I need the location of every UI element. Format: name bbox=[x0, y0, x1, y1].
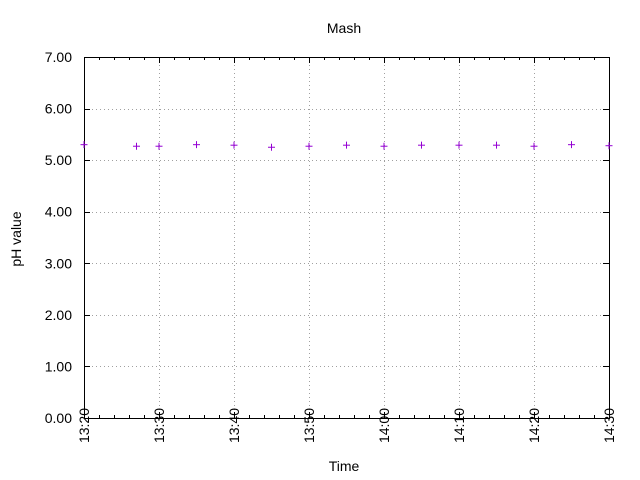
x-tick-label: 14:00 bbox=[376, 408, 392, 443]
data-point bbox=[305, 142, 313, 150]
x-tick-label: 14:10 bbox=[451, 408, 467, 443]
x-tick-label: 13:20 bbox=[76, 408, 92, 443]
data-point bbox=[568, 141, 575, 149]
x-tick-label: 13:50 bbox=[301, 408, 317, 443]
x-tick-label: 13:30 bbox=[151, 408, 167, 443]
plot-frame bbox=[84, 57, 610, 419]
data-point bbox=[605, 142, 613, 150]
y-tick-label: 5.00 bbox=[45, 152, 72, 168]
data-point bbox=[455, 141, 463, 149]
grid bbox=[84, 57, 609, 418]
x-tick-label: 14:30 bbox=[601, 408, 617, 443]
data-point bbox=[530, 142, 538, 150]
x-tick-label: 14:20 bbox=[526, 408, 542, 443]
y-axis-label: pH value bbox=[8, 211, 24, 266]
data-point bbox=[80, 141, 88, 149]
data-point bbox=[418, 141, 425, 149]
x-axis-label: Time bbox=[329, 458, 360, 474]
data-point bbox=[268, 143, 275, 151]
data-point bbox=[133, 142, 140, 150]
data-point bbox=[493, 141, 500, 149]
chart-title: Mash bbox=[327, 20, 361, 36]
data-point bbox=[380, 142, 388, 150]
data-points bbox=[80, 141, 613, 151]
tick-labels: 0.00 1.00 2.00 3.00 4.00 5.00 6.00 7.00 13:20 13:… bbox=[45, 49, 617, 443]
y-tick-label: 1.00 bbox=[45, 358, 72, 374]
y-tick-label: 0.00 bbox=[45, 410, 72, 426]
axis-ticks bbox=[84, 57, 610, 419]
y-tick-label: 3.00 bbox=[45, 255, 72, 271]
y-tick-label: 4.00 bbox=[45, 204, 72, 220]
data-point bbox=[193, 141, 200, 149]
data-point bbox=[343, 141, 350, 149]
y-tick-label: 2.00 bbox=[45, 307, 72, 323]
y-tick-label: 6.00 bbox=[45, 101, 72, 117]
x-tick-label: 13:40 bbox=[226, 408, 242, 443]
data-point bbox=[230, 141, 238, 149]
data-point bbox=[155, 142, 163, 150]
y-tick-label: 7.00 bbox=[45, 49, 72, 65]
